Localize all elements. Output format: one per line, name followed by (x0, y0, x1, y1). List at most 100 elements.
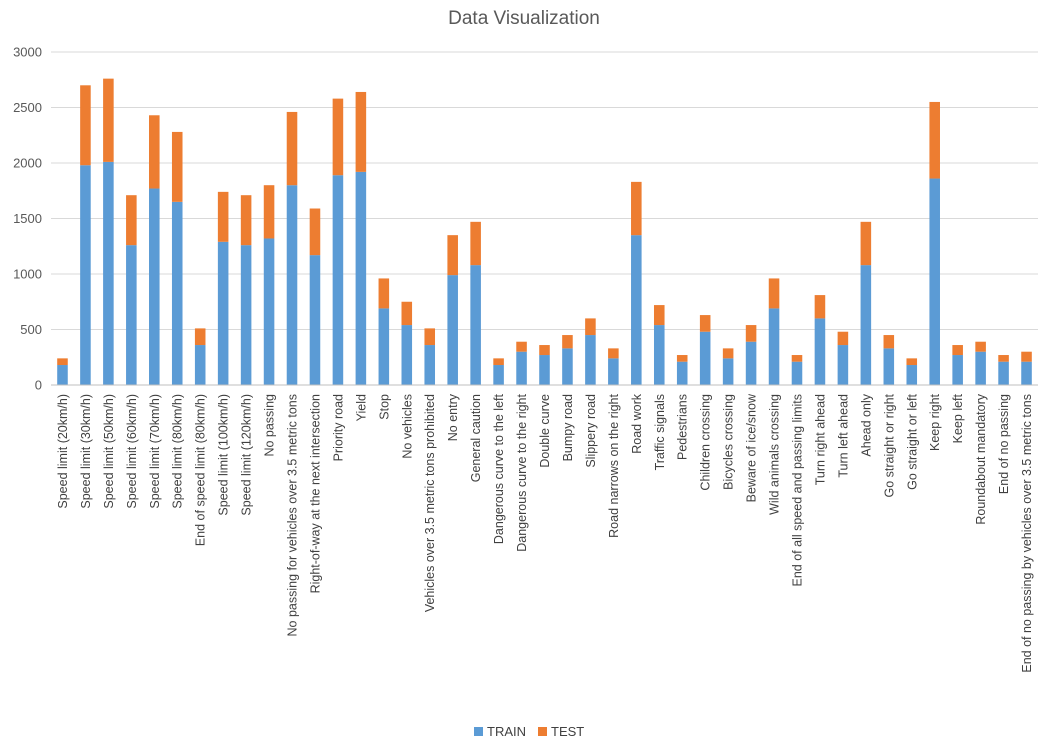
x-category-label: Go straight or left (905, 393, 919, 489)
bar-train-segment (263, 238, 275, 385)
y-tick-label: 1500 (13, 211, 42, 226)
x-category-label: Wild animals crossing (768, 394, 782, 515)
bar-train-segment (791, 361, 803, 385)
bar-test-segment (80, 85, 91, 166)
x-category-label: Road work (630, 393, 644, 453)
legend-label-train: TRAIN (487, 724, 526, 739)
y-tick-label: 2500 (13, 100, 42, 115)
bar-train-segment (126, 245, 137, 385)
bars (57, 78, 1032, 385)
x-category-label: Double curve (538, 394, 552, 468)
bar-train-segment (768, 308, 780, 385)
bar-train-segment (80, 165, 91, 385)
bar-test-segment (722, 348, 734, 359)
x-category-label: End of no passing by vehicles over 3.5 m… (1020, 394, 1034, 673)
x-category-label: Vehicles over 3.5 metric tons prohibited (423, 394, 437, 612)
bar-test-segment (768, 278, 780, 309)
bar-test-segment (309, 208, 321, 256)
legend-label-test: TEST (551, 724, 584, 739)
bar-test-segment (837, 331, 849, 346)
bar-test-segment (975, 341, 986, 352)
x-category-label: No passing (263, 394, 277, 457)
bar-test-segment (401, 301, 413, 326)
bar-test-segment (791, 355, 803, 362)
bar-test-segment (998, 355, 1009, 362)
bar-test-segment (171, 131, 183, 202)
bar-train-segment (1021, 361, 1032, 385)
bar-train-segment (952, 355, 963, 385)
bar-test-segment (103, 78, 114, 162)
bar-test-segment (263, 185, 275, 239)
bar-test-segment (1021, 351, 1032, 362)
x-category-label: Turn right ahead (813, 394, 827, 485)
x-category-label: Speed limit (100km/h) (217, 394, 231, 516)
y-tick-label: 1000 (13, 267, 42, 282)
bar-train-segment (217, 241, 229, 385)
bar-test-segment (286, 111, 298, 186)
x-category-label: Dangerous curve to the right (515, 393, 529, 551)
bar-train-segment (860, 265, 872, 385)
x-category-label: Pedestrians (676, 394, 690, 460)
y-tick-label: 0 (35, 378, 42, 393)
bar-test-segment (378, 278, 390, 309)
x-category-label: Roundabout mandatory (974, 393, 988, 524)
bar-test-segment (745, 325, 757, 342)
bar-test-segment (883, 335, 895, 349)
x-category-label: Speed limit (120km/h) (240, 394, 254, 516)
bar-train-segment (355, 171, 367, 385)
bar-test-segment (653, 305, 665, 326)
x-category-label: Speed limit (50km/h) (102, 394, 116, 509)
legend: TRAIN TEST (474, 724, 584, 739)
bar-train-segment (286, 185, 298, 385)
bar-train-segment (676, 361, 688, 385)
bar-train-segment (562, 348, 573, 385)
x-category-label: Right-of-way at the next intersection (308, 394, 322, 593)
bar-test-segment (332, 98, 344, 176)
bar-train-segment (975, 351, 986, 385)
x-category-label: Stop (377, 394, 391, 420)
x-category-label: Speed limit (80km/h) (171, 394, 185, 509)
bar-test-segment (929, 101, 940, 179)
bar-train-segment (378, 308, 390, 385)
legend-swatch-test (538, 727, 547, 736)
bar-test-segment (57, 358, 68, 366)
bar-train-segment (332, 175, 344, 385)
bar-test-segment (447, 235, 458, 276)
bar-train-segment (608, 358, 619, 385)
bar-test-segment (516, 341, 527, 352)
y-tick-label: 500 (20, 322, 42, 337)
gridlines (51, 51, 1038, 330)
x-category-label: Bumpy road (561, 394, 575, 461)
bar-train-segment (194, 345, 206, 385)
bar-test-segment (217, 191, 229, 242)
x-category-label: Go straight or right (882, 393, 896, 497)
chart-title: Data Visualization (448, 8, 600, 29)
bar-train-segment (998, 361, 1009, 385)
x-category-label: Bicycles crossing (722, 394, 736, 490)
x-category-label: Keep left (951, 393, 965, 443)
bar-train-segment (309, 255, 321, 385)
bar-train-segment (149, 188, 160, 385)
x-category-label: No passing for vehicles over 3.5 metric … (286, 394, 300, 636)
x-category-label: Traffic signals (653, 394, 667, 470)
x-category-label: Slippery road (584, 394, 598, 468)
x-category-label: Turn left ahead (836, 394, 850, 478)
bar-train-segment (837, 345, 849, 385)
bar-test-segment (585, 318, 596, 336)
bar-train-segment (631, 235, 642, 385)
x-category-label: No vehicles (400, 394, 414, 459)
bar-train-segment (814, 318, 826, 385)
bar-train-segment (539, 355, 550, 385)
x-category-label: Speed limit (30km/h) (79, 394, 93, 509)
x-category-label: Speed limit (20km/h) (56, 394, 70, 509)
x-category-label: Keep right (928, 393, 942, 451)
bar-test-segment (906, 358, 918, 366)
y-axis-tick-labels: 0 500 1000 1500 2000 2500 3000 (13, 45, 42, 393)
bar-train-segment (699, 331, 711, 385)
bar-test-segment (539, 345, 550, 356)
x-category-label: General caution (469, 394, 483, 482)
bar-test-segment (699, 315, 711, 332)
y-tick-label: 2000 (13, 156, 42, 171)
